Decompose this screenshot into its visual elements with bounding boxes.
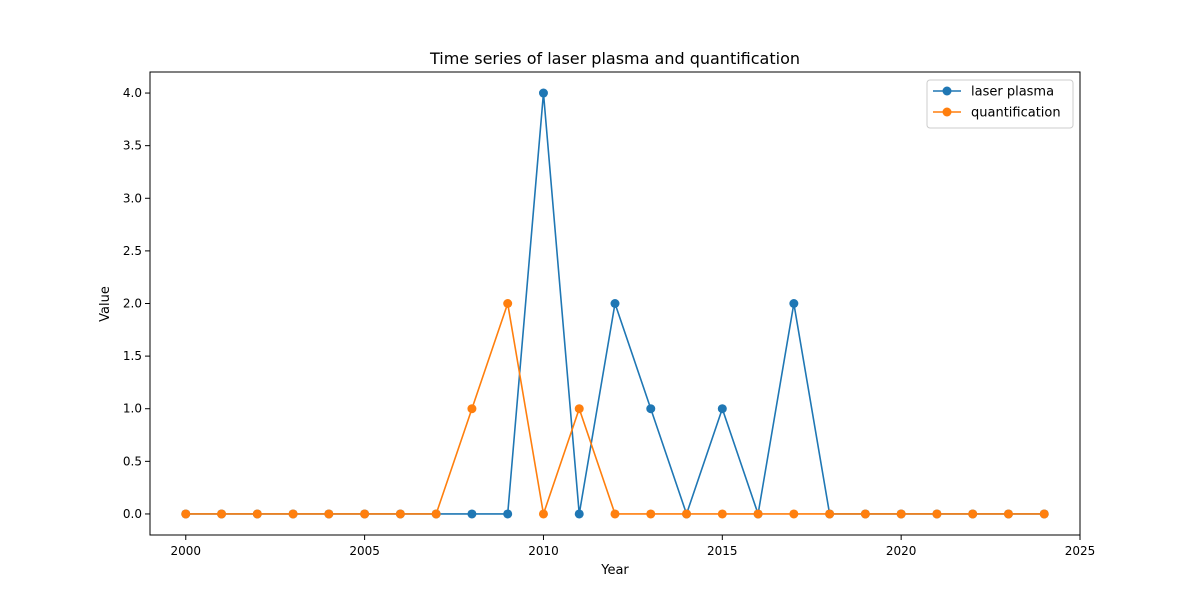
legend-box xyxy=(926,79,1074,129)
data-point-laser-plasma xyxy=(789,299,799,308)
data-point-quantification xyxy=(896,509,906,519)
x-tick-label: 2005 xyxy=(349,544,380,558)
legend-label-quantification: quantification xyxy=(971,106,1061,121)
x-tick-label: 2015 xyxy=(707,544,738,558)
data-point-quantification xyxy=(288,509,298,519)
x-tick-label: 2025 xyxy=(1065,544,1096,558)
data-point-quantification xyxy=(574,404,584,414)
data-point-quantification xyxy=(646,509,656,519)
data-point-quantification xyxy=(252,509,262,519)
legend-marker-laser-plasma xyxy=(942,86,952,96)
y-tick-label: 0.0 xyxy=(123,507,142,521)
data-point-quantification xyxy=(324,509,334,519)
y-tick-label: 0.5 xyxy=(123,454,142,468)
legend: laser plasma quantification xyxy=(926,79,1074,129)
series-line-quantification xyxy=(185,303,1045,515)
data-point-laser-plasma xyxy=(538,88,548,98)
data-point-quantification xyxy=(789,509,799,519)
data-point-laser-plasma xyxy=(503,509,513,519)
data-point-quantification xyxy=(1039,509,1049,519)
data-point-quantification xyxy=(682,509,692,519)
data-point-quantification xyxy=(968,509,978,519)
y-tick-label: 1.5 xyxy=(123,349,142,363)
data-point-quantification xyxy=(610,509,620,519)
legend-label-laser-plasma: laser plasma xyxy=(971,85,1054,100)
data-point-laser-plasma xyxy=(610,299,620,308)
y-tick-label: 2.5 xyxy=(123,244,142,258)
data-point-quantification xyxy=(217,509,227,519)
data-point-quantification xyxy=(932,509,942,519)
data-point-laser-plasma xyxy=(574,509,584,519)
data-point-laser-plasma xyxy=(467,509,477,519)
data-point-quantification xyxy=(538,509,548,519)
plot-area: 2000 2005 2010 2015 2020 2025 0.0 0.5 1.0 1.5 2.0 2… xyxy=(123,71,1096,558)
y-tick-label: 3.5 xyxy=(123,139,142,153)
x-axis-label: Year xyxy=(600,563,629,578)
y-tick-label: 3.0 xyxy=(123,191,142,205)
data-point-quantification xyxy=(860,509,870,519)
data-point-quantification xyxy=(825,509,835,519)
legend-marker-quantification xyxy=(942,107,952,117)
y-tick-label: 2.0 xyxy=(123,297,142,311)
data-point-laser-plasma xyxy=(646,404,656,414)
y-tick-label: 4.0 xyxy=(123,86,142,100)
x-tick-label: 2000 xyxy=(170,544,201,558)
x-tick-label: 2020 xyxy=(886,544,917,558)
data-point-quantification xyxy=(1003,509,1013,519)
data-point-quantification xyxy=(753,509,763,519)
data-point-laser-plasma xyxy=(717,404,727,414)
data-point-quantification xyxy=(503,299,513,308)
y-axis-label: Value xyxy=(98,286,113,322)
x-tick-label: 2010 xyxy=(528,544,559,558)
data-point-quantification xyxy=(431,509,441,519)
data-point-quantification xyxy=(395,509,405,519)
data-point-quantification xyxy=(467,404,477,414)
y-tick-label: 1.0 xyxy=(123,402,142,416)
data-point-quantification xyxy=(360,509,370,519)
chart-title: Time series of laser plasma and quantifi… xyxy=(429,49,800,68)
data-point-quantification xyxy=(717,509,727,519)
data-point-quantification xyxy=(181,509,191,519)
